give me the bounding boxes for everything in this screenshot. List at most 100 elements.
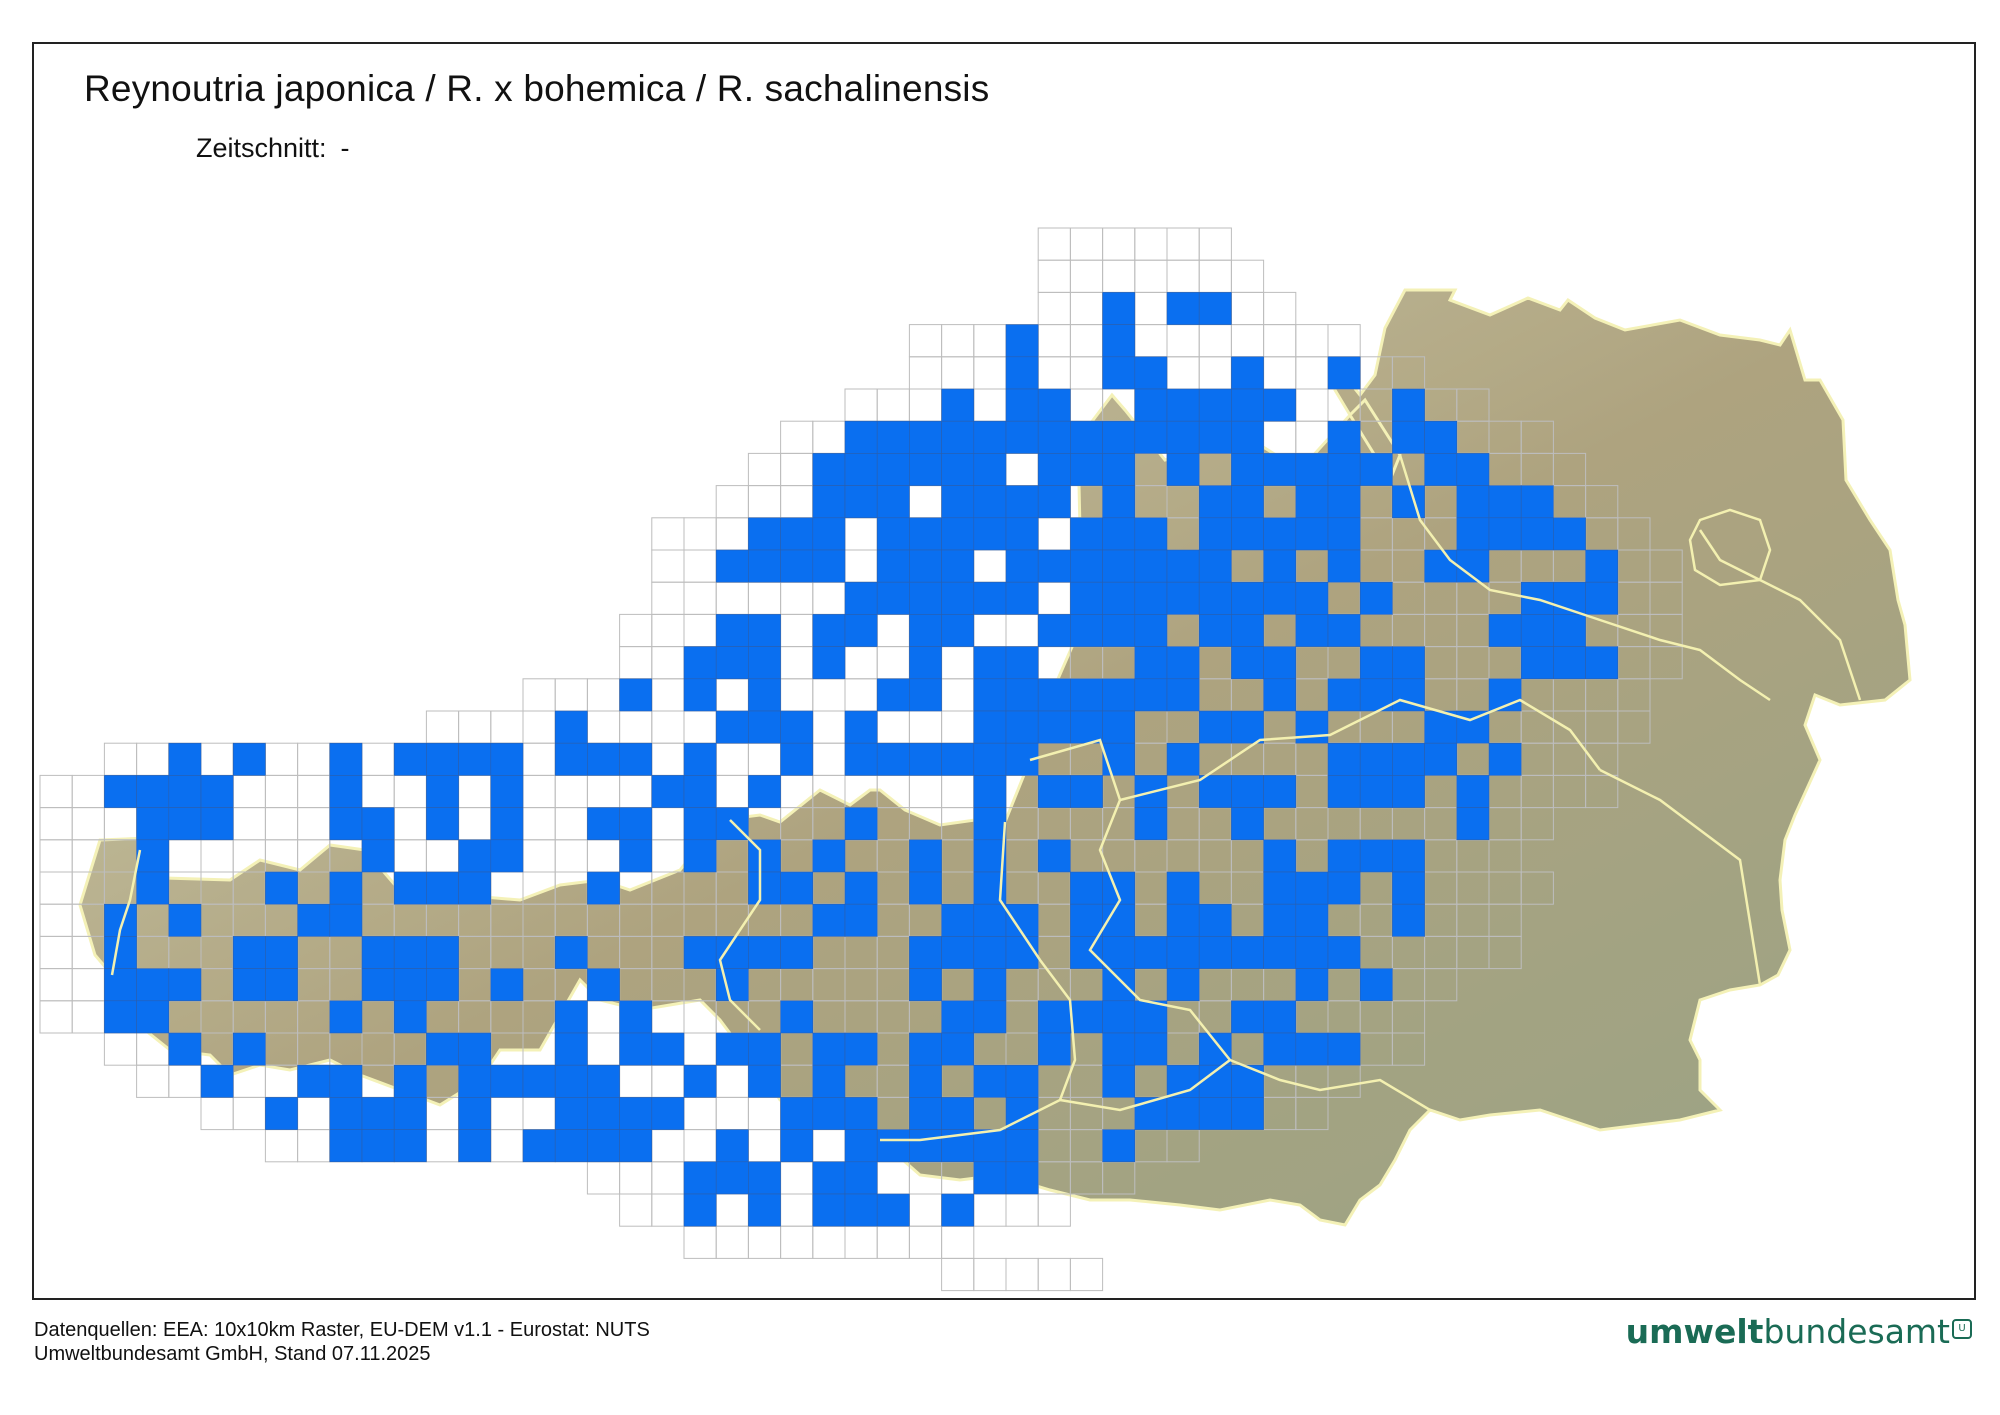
grid-cell <box>1069 227 1104 261</box>
grid-cell <box>586 710 621 744</box>
grid-cell <box>168 839 202 873</box>
occupied-cell <box>1231 710 1264 744</box>
occupied-cell <box>1327 453 1361 486</box>
grid-cell <box>876 1225 910 1259</box>
occupied-cell <box>973 1161 1007 1195</box>
grid-cell <box>1037 227 1071 261</box>
occupied-cell <box>844 581 878 615</box>
grid-cell <box>1198 324 1232 358</box>
occupied-cell <box>941 581 975 615</box>
occupied-cell <box>973 646 1007 680</box>
grid-cell <box>780 485 814 519</box>
occupied-cell <box>941 549 975 583</box>
occupied-cell <box>554 1064 588 1098</box>
occupied-cell <box>1392 775 1425 808</box>
occupied-cell <box>748 775 781 808</box>
occupied-cell <box>1198 420 1232 454</box>
grid-cell <box>586 774 621 809</box>
grid-cell <box>200 742 234 776</box>
grid-cell <box>780 581 814 615</box>
grid-cell <box>683 613 717 648</box>
occupied-cell <box>844 614 878 647</box>
occupied-cell <box>1198 549 1232 583</box>
occupied-cell <box>1070 420 1103 454</box>
grid-cell <box>71 807 105 841</box>
occupied-cell <box>426 936 459 969</box>
grid-cell <box>103 807 138 841</box>
occupied-cell <box>1037 710 1071 744</box>
occupied-cell <box>1327 517 1361 551</box>
grid-cell <box>683 1129 717 1163</box>
occupied-cell <box>1005 581 1039 615</box>
occupied-cell <box>1295 710 1329 744</box>
occupied-cell <box>1166 678 1200 712</box>
occupied-cell <box>1134 1032 1168 1066</box>
grid-cell <box>651 678 685 712</box>
grid-cell <box>941 710 975 744</box>
grid-cell <box>844 549 878 583</box>
occupied-cell <box>1005 710 1039 744</box>
occupied-cell <box>1263 388 1297 422</box>
occupied-cell <box>748 517 781 551</box>
grid-cell <box>168 1064 202 1098</box>
grid-cell <box>1263 324 1297 358</box>
grid-cell <box>715 517 749 551</box>
grid-cell <box>1037 259 1071 293</box>
grid-cell <box>651 807 685 841</box>
occupied-cell <box>683 807 717 841</box>
occupied-cell <box>1231 485 1264 519</box>
occupied-cell <box>1263 839 1297 873</box>
grid-cell <box>1069 324 1104 358</box>
occupied-cell <box>361 1129 395 1163</box>
occupied-cell <box>1134 388 1168 422</box>
occupied-cell <box>909 646 942 680</box>
occupied-cell <box>490 1064 524 1098</box>
occupied-cell <box>1327 936 1361 969</box>
grid-cell <box>1198 356 1232 390</box>
occupied-cell <box>136 968 170 1002</box>
occupied-cell <box>909 742 942 776</box>
occupied-cell <box>1392 420 1425 454</box>
grid-cell <box>1005 1257 1039 1292</box>
occupied-cell <box>748 936 781 969</box>
occupied-cell <box>1263 1000 1297 1034</box>
occupied-cell <box>1005 1129 1039 1163</box>
occupied-cell <box>973 1000 1007 1034</box>
occupied-cell <box>1037 485 1071 519</box>
occupied-cell <box>973 903 1007 937</box>
occupied-cell <box>136 807 170 841</box>
occupied-cell <box>1456 517 1490 551</box>
occupied-cell <box>1102 485 1136 519</box>
occupied-cell <box>683 1193 717 1227</box>
grid-cell <box>232 807 266 841</box>
grid-cell <box>973 549 1007 583</box>
occupied-cell <box>844 1161 878 1195</box>
occupied-cell <box>780 1129 814 1163</box>
occupied-cell <box>329 1129 363 1163</box>
occupied-cell <box>168 968 202 1002</box>
occupied-cell <box>1005 1161 1039 1195</box>
occupied-cell <box>1231 936 1264 969</box>
occupied-cell <box>200 1064 234 1098</box>
occupied-cell <box>973 839 1007 873</box>
occupied-cell <box>1456 485 1490 519</box>
time-slice-value: - <box>340 133 350 163</box>
grid-cell <box>908 388 943 422</box>
credits: Datenquellen: EEA: 10x10km Raster, EU-DE… <box>34 1318 650 1366</box>
occupied-cell <box>1102 581 1136 615</box>
occupied-cell <box>1359 646 1393 680</box>
occupied-cell <box>1102 292 1136 325</box>
occupied-cell <box>393 1000 427 1034</box>
grid-cell <box>264 807 299 841</box>
occupied-cell <box>522 1064 556 1098</box>
grid-cell <box>715 1064 749 1098</box>
occupied-cell <box>1102 517 1136 551</box>
occupied-cell <box>104 968 137 1002</box>
grid-cell <box>844 517 878 551</box>
grid-cell <box>297 1129 331 1163</box>
occupied-cell <box>1134 936 1168 969</box>
occupied-cell <box>458 742 492 776</box>
occupied-cell <box>1553 646 1586 680</box>
occupied-cell <box>587 968 620 1002</box>
occupied-cell <box>1198 710 1232 744</box>
